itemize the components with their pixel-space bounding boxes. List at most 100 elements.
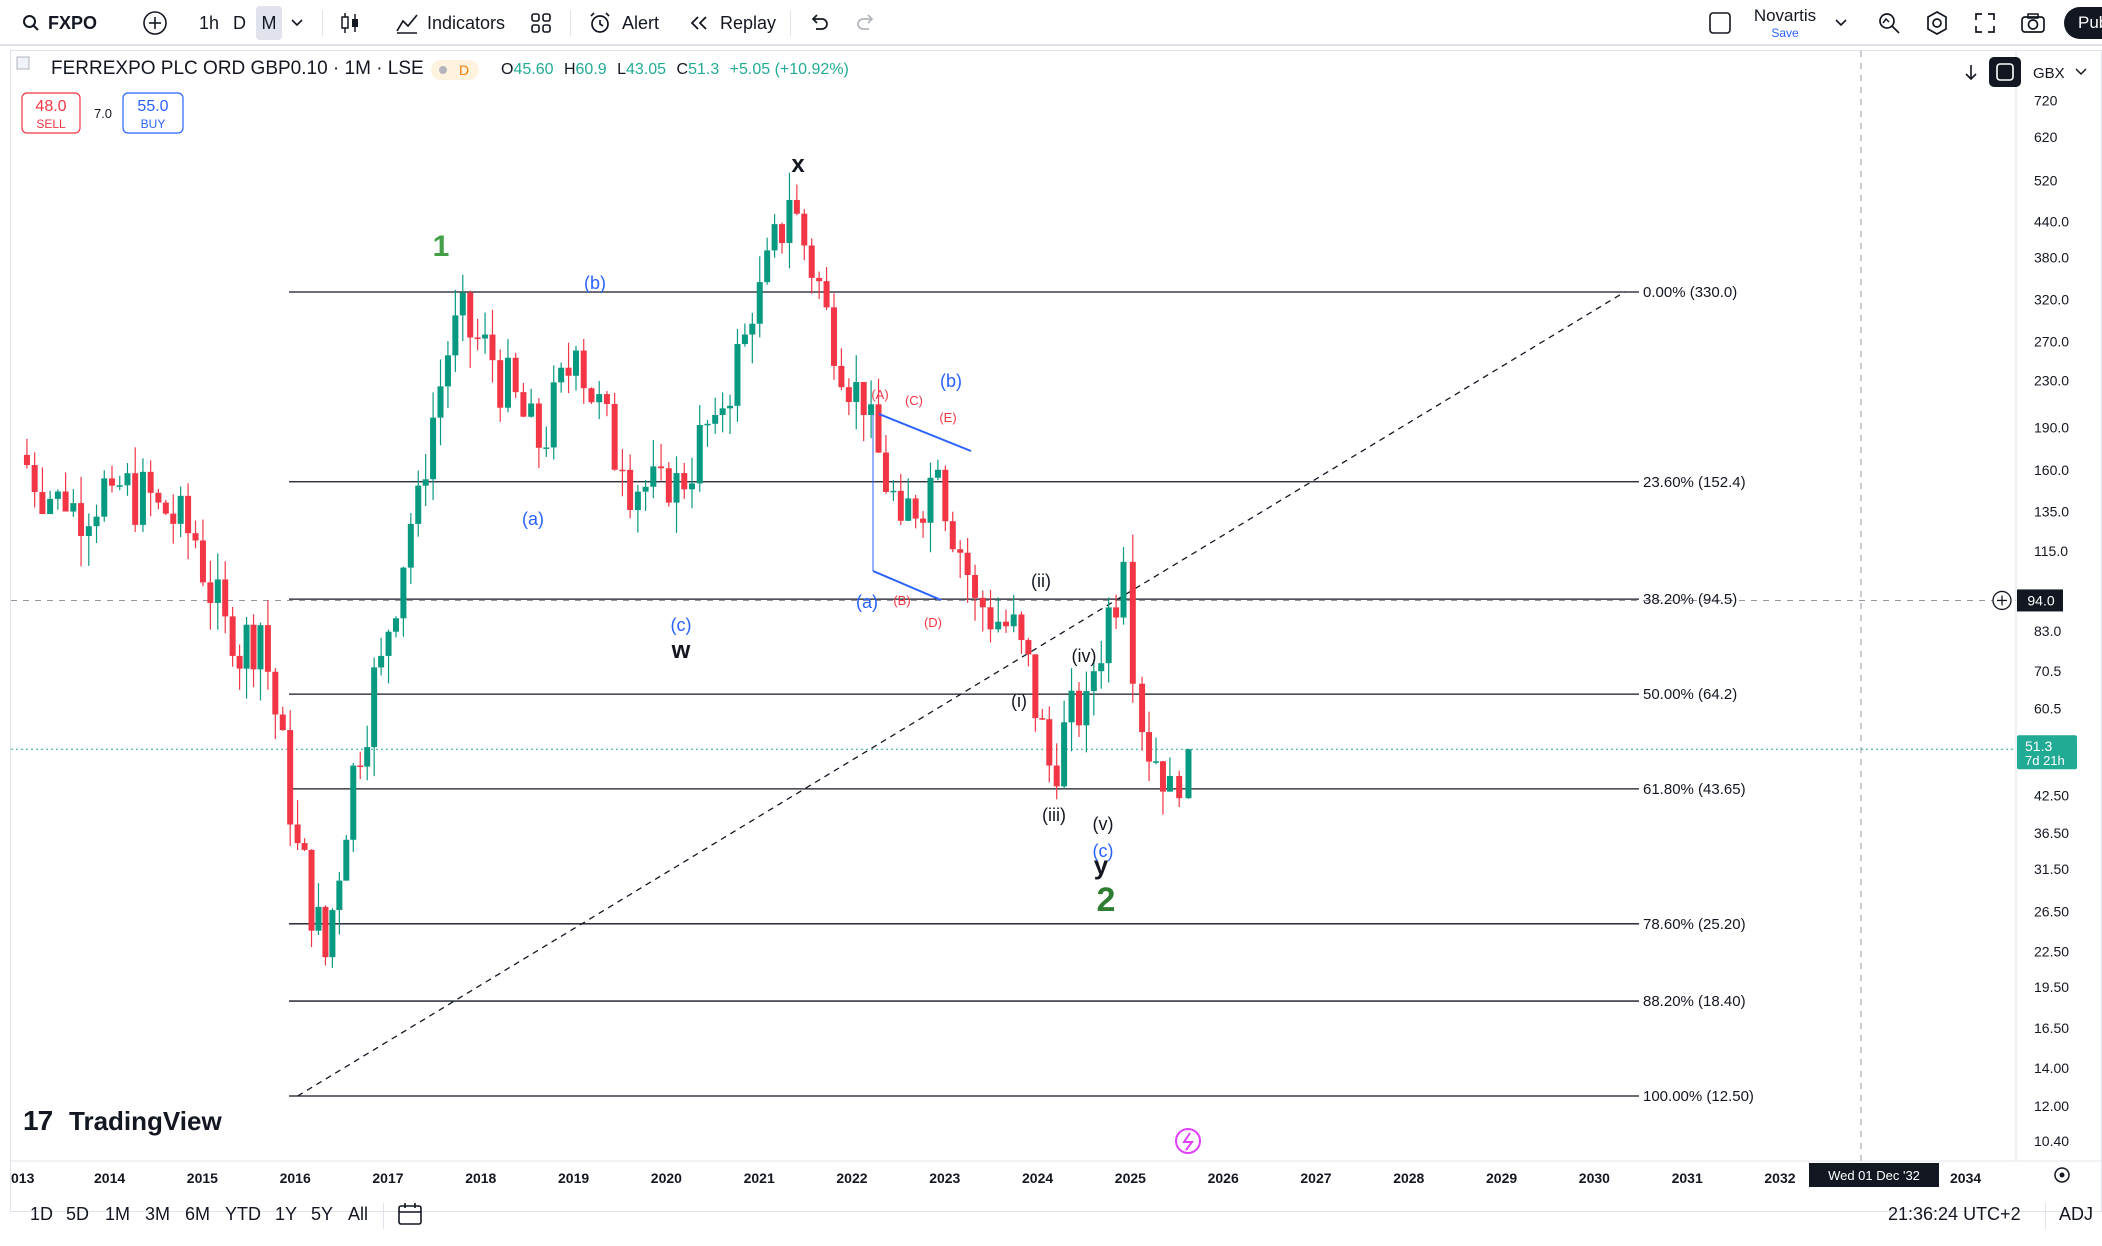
replay-icon	[690, 16, 707, 30]
wave-label[interactable]: (A)	[871, 387, 888, 402]
chart-pane[interactable]: 0.00% (330.0) 23.60% (152.4) 38.20% (94.5)…	[10, 50, 2102, 1212]
candle-body	[1068, 690, 1075, 723]
candle-body	[392, 618, 399, 632]
compare-button[interactable]	[142, 0, 168, 46]
wedge-upper-line[interactable]	[878, 413, 972, 452]
settings-button[interactable]	[1924, 0, 1950, 46]
scroll-to-realtime-button[interactable]	[1956, 57, 1986, 87]
wave-label[interactable]: 1	[433, 230, 450, 263]
wave-label[interactable]: y	[1094, 850, 1109, 880]
wave-label[interactable]: (a)	[856, 592, 878, 612]
candle-body	[905, 498, 912, 521]
wedge-lower-line[interactable]	[872, 570, 942, 601]
clock-timezone[interactable]: 21:36:24 UTC+2	[1888, 1204, 2021, 1224]
time-axis[interactable]: 013 2014 2015 2016 2017 2018 2019 2020 2021 2022 2…	[11, 1163, 1981, 1187]
time-axis-settings-button[interactable]	[2054, 1167, 2070, 1183]
range-3m[interactable]: 3M	[145, 1204, 171, 1224]
wave-label[interactable]: (C)	[905, 393, 923, 408]
layout-checkbox[interactable]	[1708, 0, 1732, 46]
candle-body	[801, 213, 808, 246]
wave-label[interactable]: x	[791, 151, 805, 178]
candle-body	[875, 404, 882, 453]
candle-body	[371, 667, 378, 748]
time-tick-label: 2020	[651, 1170, 682, 1186]
symbol-search[interactable]: FXPO	[22, 0, 97, 46]
chart-canvas[interactable]: 0.00% (330.0) 23.60% (152.4) 38.20% (94.5)…	[11, 51, 2101, 1211]
wave-label[interactable]: w	[671, 637, 691, 664]
candle-body	[39, 492, 46, 515]
price-tick-label: 230.0	[2034, 373, 2069, 389]
range-all[interactable]: All	[348, 1204, 369, 1224]
candle-body	[1105, 607, 1112, 664]
candle-body	[185, 495, 192, 534]
layout-name[interactable]: Novartis Save	[1753, 6, 1817, 40]
range-6m[interactable]: 6M	[185, 1204, 211, 1224]
wave-label[interactable]: (b)	[584, 273, 606, 293]
candle-body	[712, 414, 719, 424]
auto-scale-button[interactable]	[1989, 57, 2021, 87]
wave-label[interactable]: (c)	[1093, 841, 1114, 861]
candle-body	[474, 337, 481, 339]
templates-button[interactable]	[530, 0, 552, 46]
layout-dropdown[interactable]	[1834, 0, 1848, 46]
wave-annotations[interactable]: 1 2 x w y (a) (b) (c) (b) (a) (A) (C) (E) (B) (D) (i) (i…	[433, 151, 1116, 919]
range-1m[interactable]: 1M	[105, 1204, 131, 1224]
adjust-data-button[interactable]: ADJ	[2059, 1204, 2094, 1224]
candle-body	[634, 491, 641, 511]
buy-button[interactable]: 55.0 BUY	[122, 92, 184, 134]
time-tick-label: 2031	[1672, 1170, 1703, 1186]
wave-label[interactable]: (a)	[522, 509, 544, 529]
fib-retracement[interactable]: 0.00% (330.0) 23.60% (152.4) 38.20% (94.5)…	[289, 284, 1754, 1105]
quick-search-button[interactable]	[1876, 0, 1902, 46]
interval-dropdown[interactable]	[290, 0, 304, 46]
wave-label[interactable]: (D)	[924, 615, 942, 630]
candle-body	[336, 880, 343, 911]
wave-label[interactable]: (iii)	[1042, 805, 1066, 825]
interval-m[interactable]: M	[256, 6, 282, 40]
interval-d[interactable]: D	[233, 12, 246, 33]
toolbar-divider	[322, 10, 323, 36]
candle-series	[23, 172, 1192, 968]
candle-body	[222, 579, 229, 617]
currency-selector[interactable]: GBX	[2033, 65, 2087, 82]
wave-label[interactable]: (v)	[1093, 814, 1114, 834]
candle-body	[199, 540, 206, 583]
wave-label[interactable]: (B)	[893, 593, 910, 608]
time-tick-label: 2029	[1486, 1170, 1517, 1186]
candle-body	[294, 824, 301, 844]
go-to-date-button[interactable]	[397, 1202, 423, 1231]
wave-label[interactable]: (ii)	[1031, 571, 1051, 591]
wave-label[interactable]: (iv)	[1072, 646, 1097, 666]
interval-1h[interactable]: 1h	[199, 12, 220, 33]
range-5d[interactable]: 5D	[66, 1204, 90, 1224]
gear-icon	[2054, 1167, 2070, 1183]
wave-label[interactable]: (c)	[671, 615, 692, 635]
snapshot-button[interactable]	[2020, 0, 2046, 46]
wave-label[interactable]: (b)	[940, 371, 962, 391]
alert-button[interactable]: Alert	[588, 0, 659, 46]
range-1y[interactable]: 1Y	[275, 1204, 298, 1224]
wave-label[interactable]: 2	[1097, 881, 1116, 919]
sell-button[interactable]: 48.0 SELL	[21, 92, 81, 134]
candle-body	[364, 747, 371, 767]
redo-button[interactable]	[855, 0, 877, 46]
chart-type-button[interactable]	[338, 0, 362, 46]
candle-body	[350, 765, 357, 840]
fullscreen-button[interactable]	[1974, 0, 1996, 46]
range-1d[interactable]: 1D	[30, 1204, 54, 1224]
range-ytd[interactable]: YTD	[225, 1204, 261, 1224]
wave-label[interactable]: (E)	[939, 410, 956, 425]
candle-body	[1098, 663, 1105, 672]
replay-button[interactable]: Replay	[688, 0, 776, 46]
lightning-icon[interactable]	[1175, 1128, 1201, 1154]
range-5y[interactable]: 5Y	[311, 1204, 334, 1224]
publish-button[interactable]: Pub	[2064, 7, 2102, 39]
indicators-icon	[396, 14, 418, 34]
indicators-button[interactable]: Indicators	[395, 0, 505, 46]
candle-body	[719, 408, 726, 415]
price-tick-label: 42.50	[2034, 787, 2069, 803]
price-tick-label: 620	[2034, 129, 2058, 145]
wave-label[interactable]: (i)	[1011, 691, 1027, 711]
price-axis[interactable]: 720 620 520 440.0 380.0 320.0 270.0 230.0 190.0 1…	[1992, 92, 2077, 1149]
undo-button[interactable]	[808, 0, 830, 46]
